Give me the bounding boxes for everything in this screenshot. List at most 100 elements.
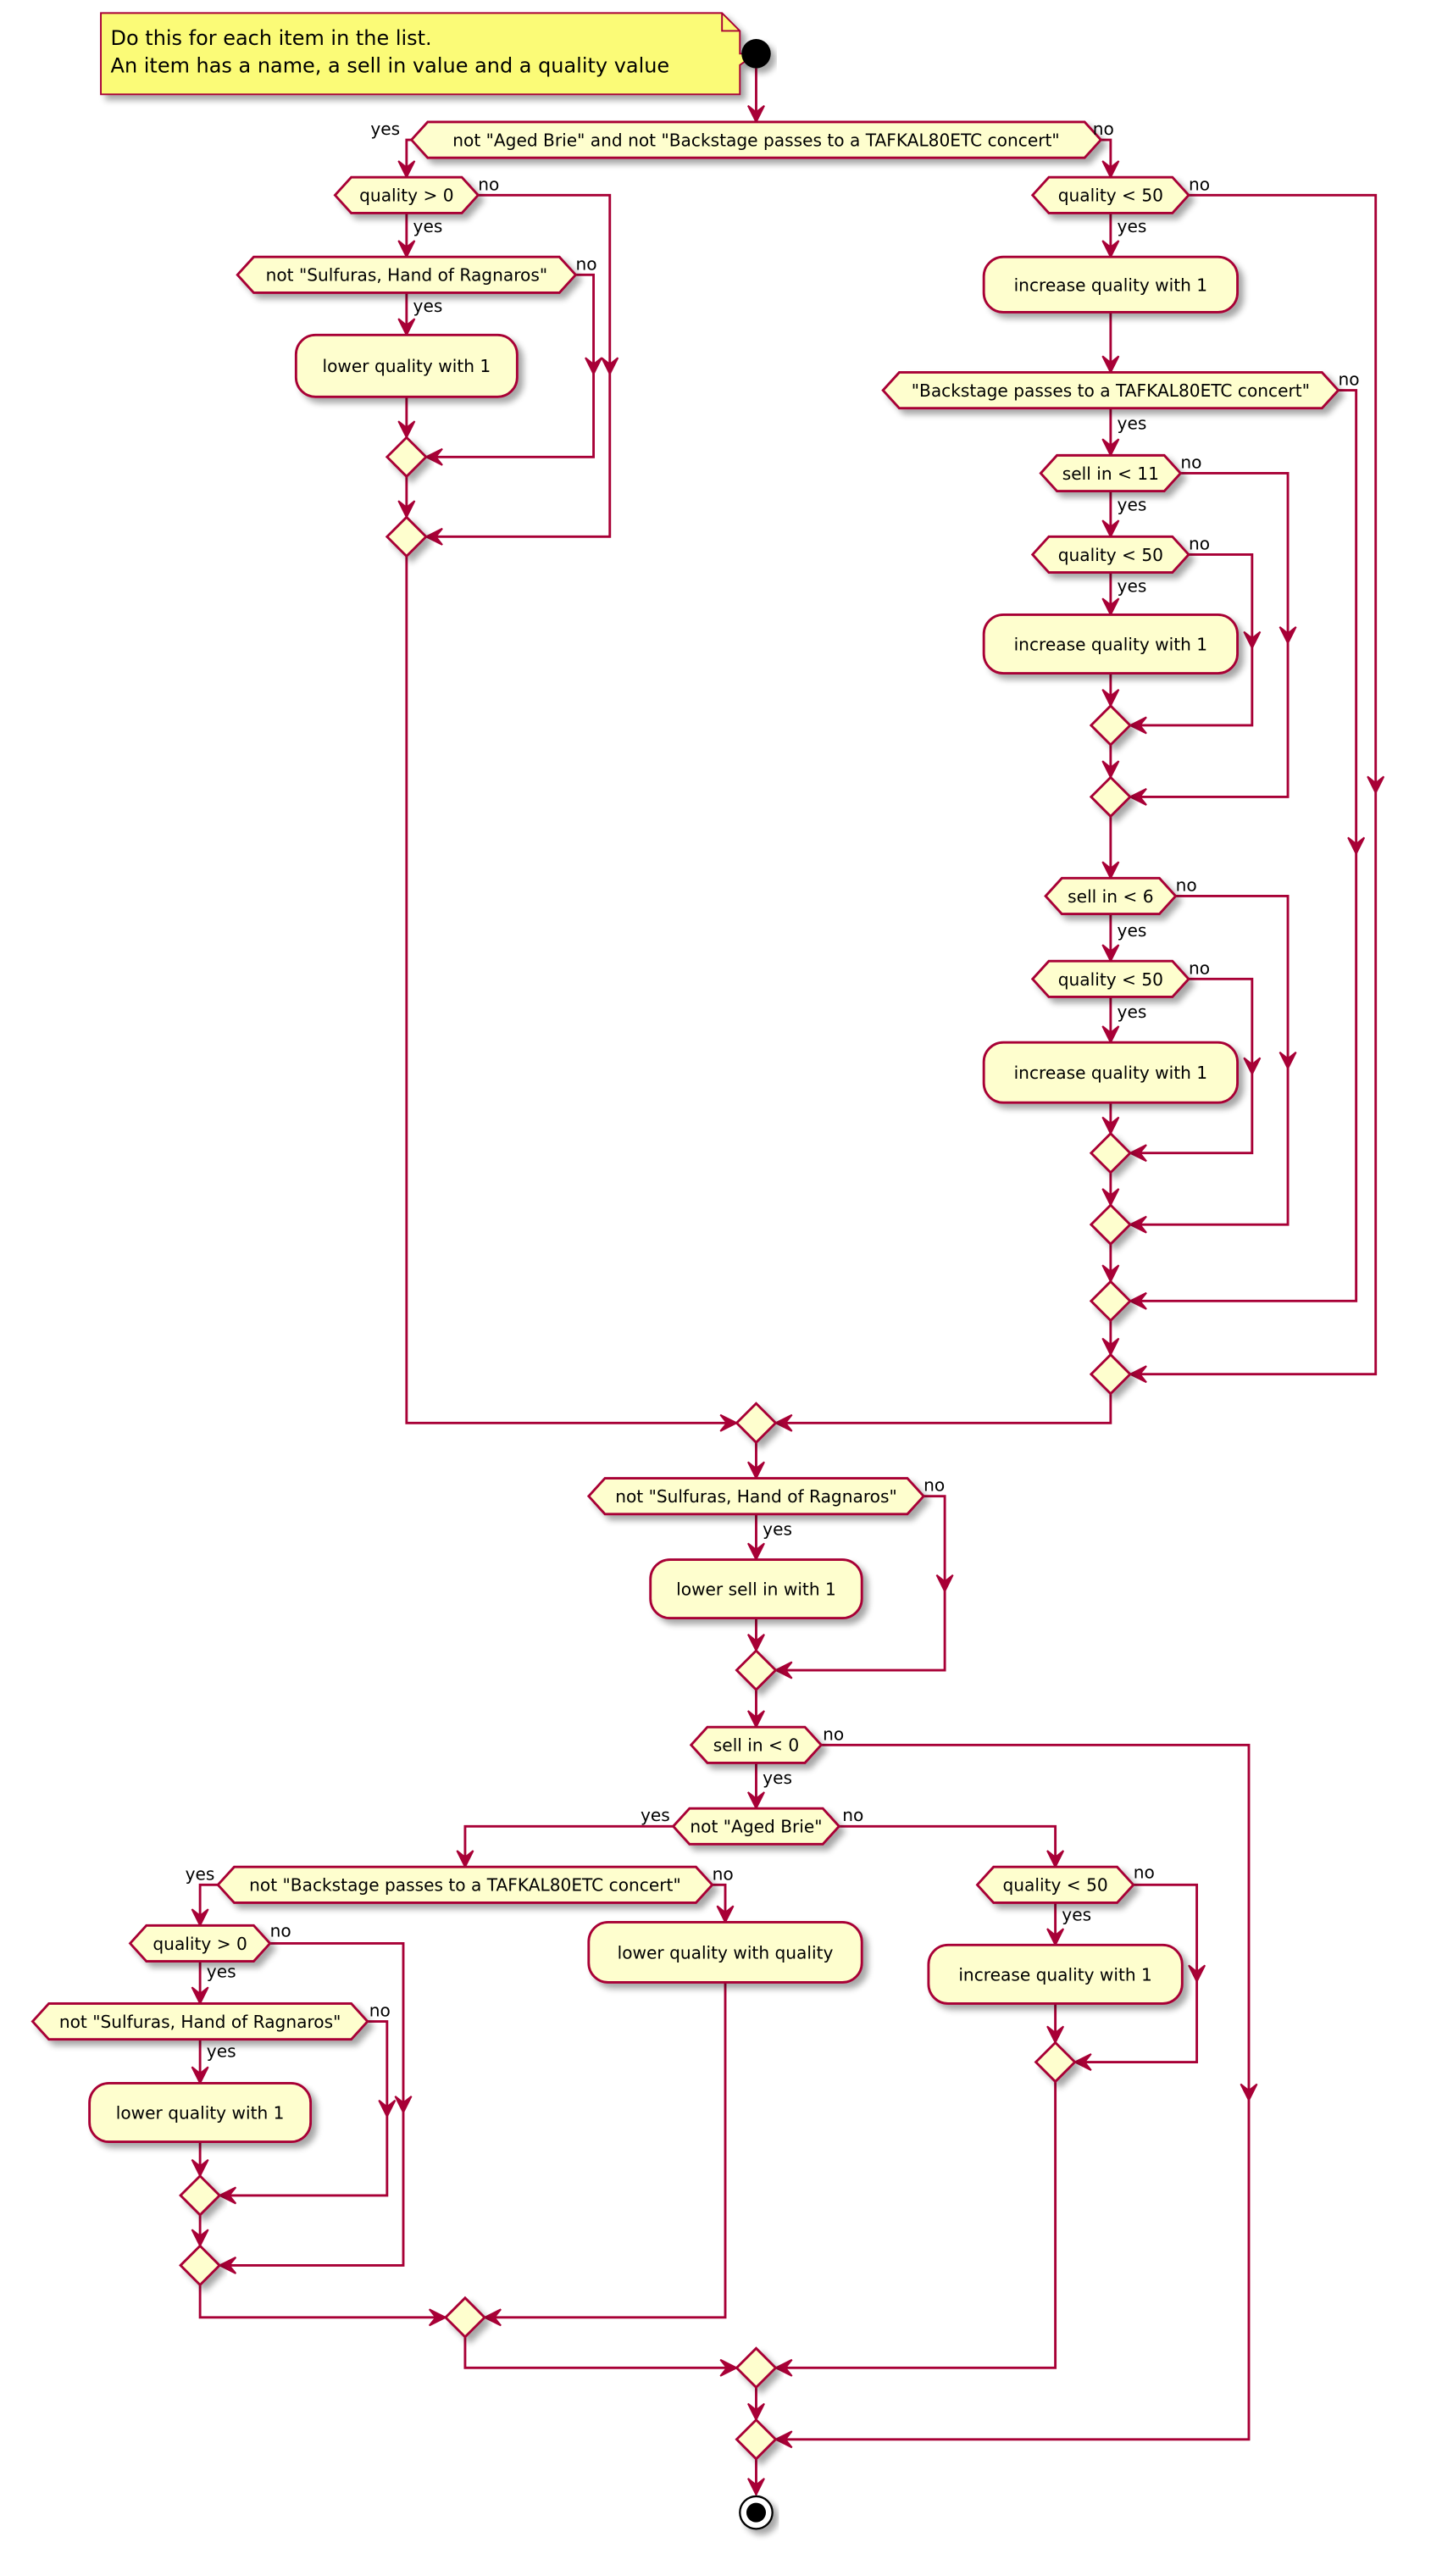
decision-label: not "Aged Brie" and not "Backstage passe… <box>452 130 1059 150</box>
arrowhead <box>1101 519 1120 539</box>
yes-branch-label: yes <box>207 1961 236 1981</box>
yes-branch-label: yes <box>1062 1904 1091 1924</box>
mid-arrowhead <box>394 2096 413 2115</box>
no-branch-label: no <box>270 1920 291 1940</box>
action-node <box>587 1921 863 1984</box>
note-fold <box>721 13 740 32</box>
yes-branch-label: yes <box>1118 494 1147 514</box>
merge-node <box>735 1648 778 1692</box>
decision-node <box>236 255 578 294</box>
arrowhead <box>774 1661 793 1679</box>
arrowhead <box>1101 438 1120 458</box>
merge-node <box>1089 1352 1132 1396</box>
action-node <box>982 1041 1239 1104</box>
yes-branch-label: yes <box>1118 413 1147 433</box>
decision-label: quality > 0 <box>359 186 453 206</box>
decision-label: quality < 50 <box>1058 969 1163 990</box>
action-label: increase quality with 1 <box>1014 275 1208 295</box>
arrowhead <box>1128 1291 1147 1310</box>
arrowhead <box>1073 2053 1092 2071</box>
arrowhead <box>747 1461 765 1480</box>
decision-label: quality < 50 <box>1058 186 1163 206</box>
decision-label: sell in < 0 <box>713 1735 799 1756</box>
arrowhead <box>191 2229 209 2248</box>
flow-edge <box>198 2285 446 2319</box>
flow-edge <box>839 1824 1057 1868</box>
flow-edge <box>1101 138 1112 178</box>
arrowhead <box>397 420 416 440</box>
flow-edge <box>198 1883 219 1926</box>
merge-node <box>1089 775 1132 819</box>
decision-node <box>586 1477 926 1516</box>
decision-node <box>1039 453 1183 493</box>
decision-node <box>31 2002 369 2041</box>
arrowhead <box>747 2478 765 2497</box>
decision-node <box>881 371 1340 410</box>
arrowhead <box>1128 787 1147 806</box>
yes-branch-label: yes <box>186 1863 215 1884</box>
arrowhead <box>1101 1025 1120 1045</box>
arrowhead <box>482 2308 502 2327</box>
merge-node <box>735 1402 778 1445</box>
decision-node <box>1030 959 1190 998</box>
arrowhead <box>747 1710 765 1729</box>
yes-branch-label: yes <box>1118 920 1147 941</box>
mid-arrowhead <box>1240 2083 1258 2102</box>
arrowhead <box>1128 1215 1147 1234</box>
arrowhead <box>1101 1264 1120 1284</box>
flow-edge <box>775 1393 1112 1424</box>
arrowhead <box>1101 240 1120 259</box>
arrowhead <box>1128 716 1147 735</box>
arrowhead <box>774 2430 793 2449</box>
no-branch-label: no <box>1189 174 1210 194</box>
flow-edge <box>775 1743 1251 2441</box>
arrowhead <box>1101 760 1120 780</box>
merge-node <box>735 2346 778 2390</box>
decision-label: not "Backstage passes to a TAFKAL80ETC c… <box>249 1875 681 1896</box>
action-label: increase quality with 1 <box>1014 1063 1208 1083</box>
merge-node <box>1089 703 1132 747</box>
arrowhead <box>191 1986 209 2006</box>
decision-node <box>671 1807 841 1846</box>
no-branch-label: no <box>575 253 596 274</box>
arrowhead <box>1101 355 1120 375</box>
flow-edge <box>463 2336 737 2369</box>
decision-label: sell in < 11 <box>1062 464 1159 484</box>
arrowhead <box>191 2066 209 2085</box>
arrowhead <box>719 1413 739 1432</box>
action-label: increase quality with 1 <box>958 1964 1152 1985</box>
mid-arrowhead <box>378 2099 397 2118</box>
mid-arrowhead <box>935 1574 954 1594</box>
mid-arrowhead <box>1243 630 1262 650</box>
end-node-core <box>746 2502 766 2523</box>
arrowhead <box>1101 1337 1120 1357</box>
merge-node <box>1089 1131 1132 1174</box>
merge-node <box>1034 2040 1077 2084</box>
arrowhead <box>397 160 416 180</box>
arrowhead <box>456 1850 474 1869</box>
mid-arrowhead <box>1243 1057 1262 1076</box>
no-branch-label: no <box>1180 452 1201 472</box>
arrowhead <box>397 500 416 519</box>
yes-branch-label: yes <box>413 296 443 316</box>
flow-edge <box>712 1883 727 1923</box>
note-line: An item has a name, a sell in value and … <box>111 54 670 78</box>
merge-node <box>443 2296 487 2339</box>
arrowhead <box>1101 944 1120 963</box>
arrowhead <box>1046 1850 1065 1869</box>
arrowhead <box>747 1634 765 1653</box>
decision-node <box>128 1924 272 1963</box>
action-label: increase quality with 1 <box>1014 634 1208 654</box>
start-node <box>741 39 771 69</box>
yes-branch-label: yes <box>370 119 400 139</box>
flow-edge <box>775 2081 1057 2369</box>
edges <box>191 68 1385 2497</box>
mid-arrowhead <box>601 357 619 376</box>
nodes: Do this for each item in the list. An ite… <box>31 12 1360 2530</box>
no-branch-label: no <box>713 1863 734 1884</box>
no-branch-label: no <box>823 1724 844 1744</box>
action-node <box>88 2082 313 2144</box>
merge-node <box>1089 1203 1132 1246</box>
arrowhead <box>1101 597 1120 617</box>
no-branch-label: no <box>1189 533 1210 553</box>
